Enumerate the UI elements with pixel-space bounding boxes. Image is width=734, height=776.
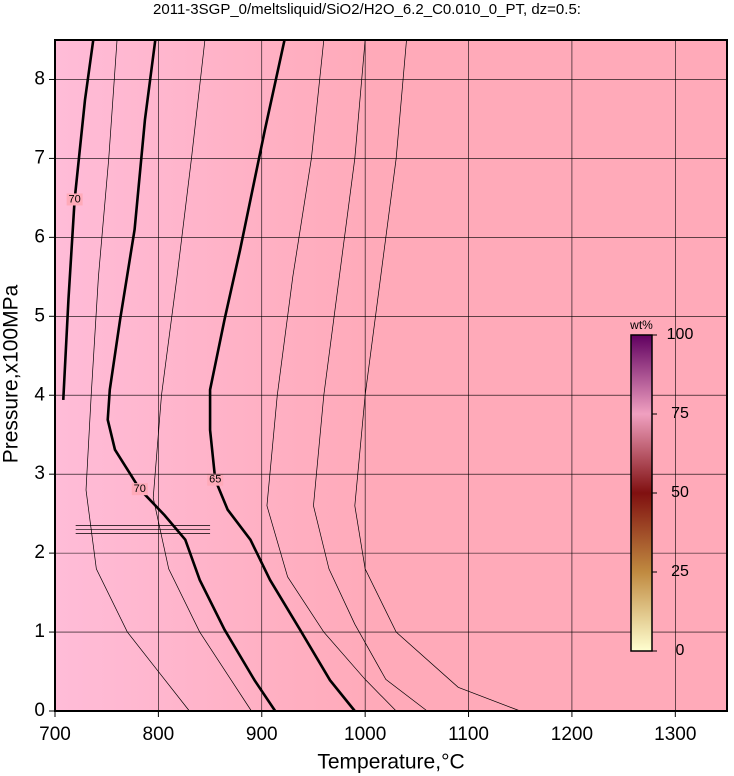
y-tick-label: 6 bbox=[34, 226, 45, 247]
y-tick-label: 0 bbox=[34, 700, 45, 721]
x-tick-label: 1300 bbox=[654, 724, 696, 745]
colorbar-tick-label: 100 bbox=[667, 326, 694, 343]
contour-label: 70 bbox=[69, 193, 81, 205]
y-tick-label: 2 bbox=[34, 542, 45, 563]
x-tick-label: 900 bbox=[246, 724, 278, 745]
contour-label-bg bbox=[131, 483, 148, 496]
chart-title: 2011-3SGP_0/meltsliquid/SiO2/H2O_6.2_C0.… bbox=[153, 1, 581, 18]
contour-label-bg bbox=[207, 473, 224, 486]
y-tick-label: 3 bbox=[34, 463, 45, 484]
y-tick-label: 5 bbox=[34, 305, 45, 326]
contour-label-bg bbox=[66, 193, 83, 206]
colorbar-tick-label: 0 bbox=[676, 642, 685, 659]
thin-contour bbox=[85, 39, 190, 712]
colorbar bbox=[630, 334, 653, 652]
tint bbox=[55, 40, 375, 711]
x-axis-title: Temperature,°C bbox=[317, 751, 464, 774]
plot-frame bbox=[54, 39, 728, 712]
colorbar-tick-label: 75 bbox=[671, 405, 689, 422]
thin-contour bbox=[266, 39, 397, 712]
thin-contour bbox=[313, 39, 428, 712]
colorbar-tick-label: 25 bbox=[671, 563, 689, 580]
contours: 70 70 65 bbox=[61, 39, 521, 712]
contour-label: 70 bbox=[134, 483, 146, 495]
contour-label: 65 bbox=[209, 474, 221, 486]
y-axis-title: Pressure,x100MPa bbox=[0, 284, 23, 463]
colorbar-tick-label: 50 bbox=[671, 484, 689, 501]
x-tick-label: 1200 bbox=[551, 724, 593, 745]
x-tick-label: 800 bbox=[143, 724, 175, 745]
thin-contour bbox=[354, 39, 521, 712]
x-tick-label: 1100 bbox=[448, 724, 489, 745]
y-tick-label: 4 bbox=[34, 384, 45, 405]
colorbar-label: wt% bbox=[629, 318, 653, 332]
y-tick-label: 8 bbox=[34, 68, 45, 89]
thin-contour bbox=[152, 39, 252, 712]
x-tick-label: 1000 bbox=[344, 724, 386, 745]
y-tick-label: 7 bbox=[34, 147, 45, 168]
contour bbox=[106, 39, 277, 712]
y-tick-label: 1 bbox=[34, 621, 45, 642]
x-tick-label: 700 bbox=[39, 724, 71, 745]
